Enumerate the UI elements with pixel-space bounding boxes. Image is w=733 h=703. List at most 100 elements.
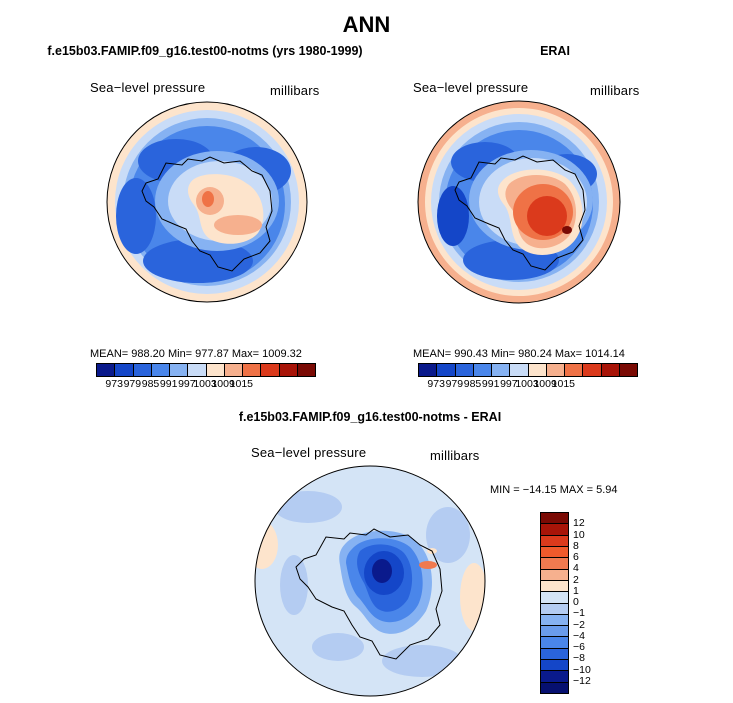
panel-1-colorbar-swatch [297,364,315,376]
panel-1-colorbar-swatch [243,364,262,376]
panel-1-colorbar-swatch [224,364,243,376]
panel-3-colorbar-swatch [541,546,568,559]
panel-1-stats: MEAN= 988.20 Min= 977.87 Max= 1009.32 [90,348,302,360]
panel-2-colorbar-swatch [528,364,547,376]
panel-2-antarctica-coast [454,155,586,271]
panel-3-colorbar-swatch [541,592,568,604]
panel-1-colorbar-label: 973 [105,378,123,390]
panel-2-colorbar-label: 1015 [551,378,575,390]
panel-2-colorbar-swatch [437,364,456,376]
panel-3-colorbar-swatch [541,648,568,661]
panel-3-negative-4 [426,507,470,563]
panel-2-title: ERAI [540,44,570,58]
panel-2-stats: MEAN= 990.43 Min= 980.24 Max= 1014.14 [413,348,625,360]
panel-3-colorbar-label: −2 [573,618,585,631]
panel-1-colorbar [96,363,316,377]
panel-2-colorbar-label: 1003 [515,378,539,390]
panel-1-variable-label: Sea−level pressure [90,80,206,95]
panel-3-colorbar-label: −12 [573,674,591,687]
panel-3-antarctica-coast [295,528,443,660]
panel-2-low-core-4 [437,186,469,246]
panel-3-colorbar-swatch [541,513,568,525]
panel-3-colorbar-label: 0 [573,596,579,608]
panel-1-high-max [202,191,214,207]
panel-1-colorbar-swatch [206,364,225,376]
panel-2-variable-label: Sea−level pressure [413,80,529,95]
figure-title: ANN [342,12,391,37]
panel-1-colorbar-swatch [261,364,280,376]
panel-3-negative-3 [312,633,364,661]
panel-3-colorbar-swatch [541,569,568,581]
panel-1-colorbar-label: 1015 [229,378,253,390]
panel-2-colorbar-swatch [419,364,438,376]
panel-2-units-label: millibars [590,83,640,98]
panel-3-neg-min [372,559,392,583]
panel-3-map [254,465,486,697]
panel-1-colorbar-label: 997 [178,378,196,390]
panel-2-colorbar-swatch [601,364,620,376]
panel-2-high-inner [527,196,567,236]
panel-3-variable-label: Sea−level pressure [251,445,367,460]
panel-1-high-core-2 [214,215,262,235]
panel-1-colorbar-swatch [133,364,152,376]
panel-2-colorbar-swatch [583,364,602,376]
panel-1-colorbar-swatch [170,364,189,376]
panel-3-colorbar [540,512,569,694]
panel-3-colorbar-label: −10 [573,663,591,676]
panel-1-colorbar-swatch [279,364,298,376]
panel-1-colorbar-label: 985 [141,378,160,390]
panel-1-map [106,101,308,303]
panel-2-colorbar-label: 991 [481,378,500,390]
panel-2-colorbar-swatch [619,364,637,376]
panel-2-colorbar-swatch [455,364,474,376]
panel-1-low-core-4 [116,178,156,254]
panel-3-negative-2 [382,645,462,677]
panel-3-colorbar-swatch [541,558,568,570]
panel-2-colorbar-label: 973 [427,378,445,390]
panel-1-colorbar-label: 979 [123,378,142,390]
panel-1-colorbar-label: 1009 [211,378,235,390]
panel-1-antarctica-coast [141,156,273,272]
panel-3-colorbar-label: −4 [573,629,585,642]
panel-1-colorbar-swatch [115,364,134,376]
panel-3-units-label: millibars [430,448,480,463]
panel-3-colorbar-swatch [541,524,568,536]
panel-3-positive-edge-1 [255,521,278,569]
panel-3-colorbar-swatch [541,682,568,693]
panel-3-colorbar-label: 8 [573,539,579,552]
panel-3-colorbar-label: 12 [573,517,585,530]
panel-3-negative-5 [280,555,308,615]
panel-1-title: f.e15b03.FAMIP.f09_g16.test00-notms (yrs… [47,44,363,58]
panel-2-high-max [562,226,572,234]
panel-3-colorbar-swatch [541,535,568,547]
panel-2-colorbar-swatch [546,364,565,376]
panel-3-colorbar-swatch [541,660,568,672]
panel-2-colorbar-label: 979 [445,378,464,390]
panel-1-colorbar-swatch [151,364,170,376]
panel-2-colorbar-swatch [492,364,511,376]
panel-2-colorbar-label: 1009 [533,378,557,390]
panel-3-colorbar-label: −6 [573,641,585,653]
panel-3-colorbar-label: 10 [573,528,585,541]
panel-3-title: f.e15b03.FAMIP.f09_g16.test00-notms - ER… [238,410,502,424]
panel-1-colorbar-label: 1003 [193,378,217,390]
panel-2-colorbar-label: 997 [500,378,518,390]
panel-2-map [417,100,621,304]
panel-3-stats: MIN = −14.15 MAX = 5.94 [490,484,618,496]
panel-1-colorbar-swatch [188,364,207,376]
panel-2-colorbar-label: 985 [463,378,482,390]
panel-2-colorbar-swatch [473,364,492,376]
panel-3-colorbar-swatch [541,614,568,627]
panel-3-colorbar-swatch [541,637,568,649]
panel-3-colorbar-label: 6 [573,551,579,563]
panel-3-colorbar-label: −1 [573,607,585,620]
panel-3-colorbar-label: 2 [573,573,579,586]
panel-3-pos-spot-1 [419,561,437,569]
panel-1-colorbar-label: 991 [159,378,178,390]
panel-3-colorbar-swatch [541,603,568,615]
panel-2-colorbar-swatch [510,364,529,376]
panel-2-colorbar [418,363,638,377]
panel-3-colorbar-swatch [541,580,568,593]
panel-1-colorbar-swatch [97,364,116,376]
panel-3-negative-1 [274,491,342,523]
